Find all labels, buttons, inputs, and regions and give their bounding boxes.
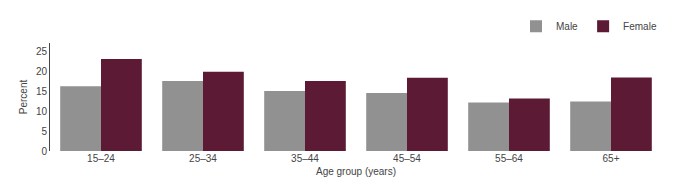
svg-text:35–44: 35–44: [291, 153, 319, 164]
svg-text:Percent: Percent: [18, 80, 29, 115]
svg-text:10: 10: [36, 106, 48, 117]
svg-text:45–54: 45–54: [393, 153, 421, 164]
svg-text:15: 15: [36, 86, 48, 97]
svg-text:0: 0: [41, 146, 47, 157]
svg-text:15–24: 15–24: [87, 153, 115, 164]
svg-text:25–34: 25–34: [189, 153, 217, 164]
svg-text:5: 5: [41, 126, 47, 137]
svg-text:Female: Female: [623, 21, 657, 32]
svg-text:65+: 65+: [603, 153, 620, 164]
svg-text:25: 25: [36, 46, 48, 57]
svg-text:55–64: 55–64: [495, 153, 523, 164]
svg-text:Male: Male: [556, 21, 578, 32]
svg-text:Age group (years): Age group (years): [316, 166, 396, 177]
svg-text:20: 20: [36, 66, 48, 77]
